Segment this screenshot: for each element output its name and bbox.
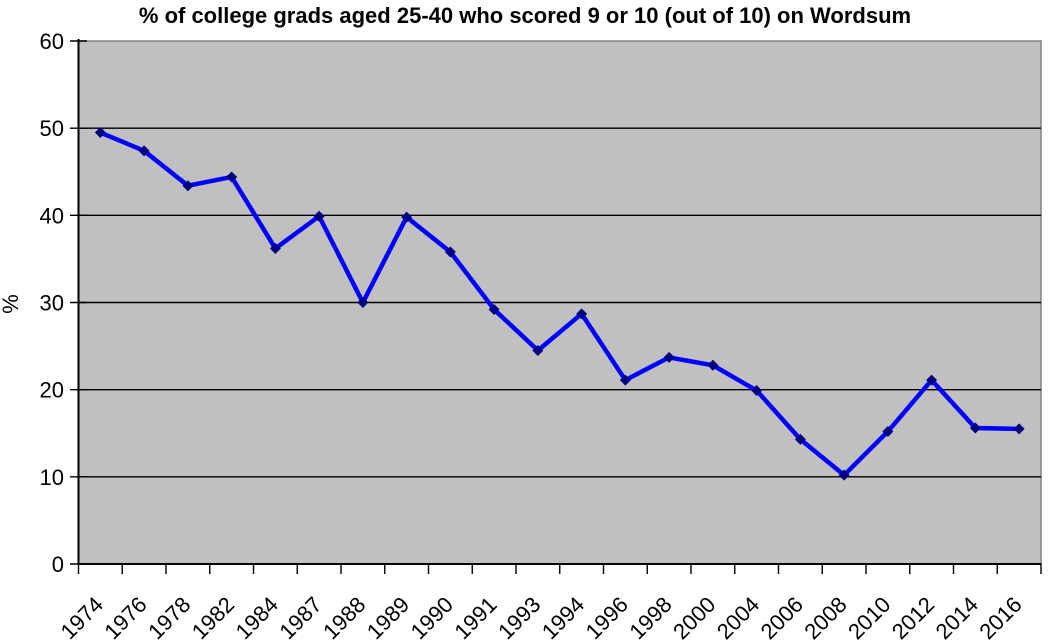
data-point-marker [882, 426, 894, 438]
y-tick-label: 30 [40, 291, 64, 316]
x-tick-label: 1987 [274, 592, 326, 644]
y-tick-label: 60 [40, 29, 64, 54]
x-tick-label: 1996 [581, 592, 633, 644]
data-point-marker [926, 374, 938, 386]
y-tick-label: 10 [40, 465, 64, 490]
data-point-marker [576, 308, 588, 320]
x-tick-label: 1998 [624, 592, 676, 644]
data-point-marker [94, 127, 106, 139]
data-point-marker [226, 171, 238, 183]
x-tick-label: 1978 [143, 592, 195, 644]
x-tick-label: 1989 [362, 592, 414, 644]
x-tick-label: 1988 [318, 592, 370, 644]
y-tick-label: 40 [40, 203, 64, 228]
y-tick-label: 20 [40, 378, 64, 403]
x-tick-label: 2004 [712, 592, 764, 644]
x-tick-label: 2016 [974, 592, 1026, 644]
data-series-line [99, 130, 1020, 479]
data-point-marker [663, 351, 675, 363]
data-point-marker [969, 422, 981, 434]
x-tick-label: 1991 [449, 592, 501, 644]
data-point-marker [838, 469, 850, 481]
data-point-marker [1013, 423, 1025, 435]
x-tick-label: 1984 [231, 592, 283, 644]
x-tick-label: 1990 [406, 592, 458, 644]
data-point-marker [707, 359, 719, 371]
chart-title: % of college grads aged 25-40 who scored… [138, 3, 912, 28]
data-point-marker [313, 210, 325, 222]
data-point-marker [138, 145, 150, 157]
x-tick-label: 2010 [843, 592, 895, 644]
x-tick-label: 1982 [187, 592, 239, 644]
x-tick-label: 1994 [537, 592, 589, 644]
x-tick-label: 2012 [887, 592, 939, 644]
y-tick-label: 50 [40, 116, 64, 141]
data-point-marker [269, 242, 281, 254]
data-point-marker [751, 385, 763, 397]
data-point-marker [182, 180, 194, 192]
x-tick-label: 2008 [799, 592, 851, 644]
y-tick-label: 0 [52, 552, 64, 577]
data-point-marker [532, 344, 544, 356]
data-point-marker [619, 374, 631, 386]
x-tick-label: 1976 [99, 592, 151, 644]
x-tick-label: 2006 [756, 592, 808, 644]
x-tick-label: 2014 [931, 592, 983, 644]
data-point-marker [401, 211, 413, 223]
data-point-marker [488, 303, 500, 315]
data-point-marker [794, 433, 806, 445]
data-point-marker [444, 246, 456, 258]
x-tick-label: 2000 [668, 592, 720, 644]
x-tick-label: 1974 [56, 592, 108, 644]
data-point-marker [357, 297, 369, 308]
x-tick-label: 1993 [493, 592, 545, 644]
